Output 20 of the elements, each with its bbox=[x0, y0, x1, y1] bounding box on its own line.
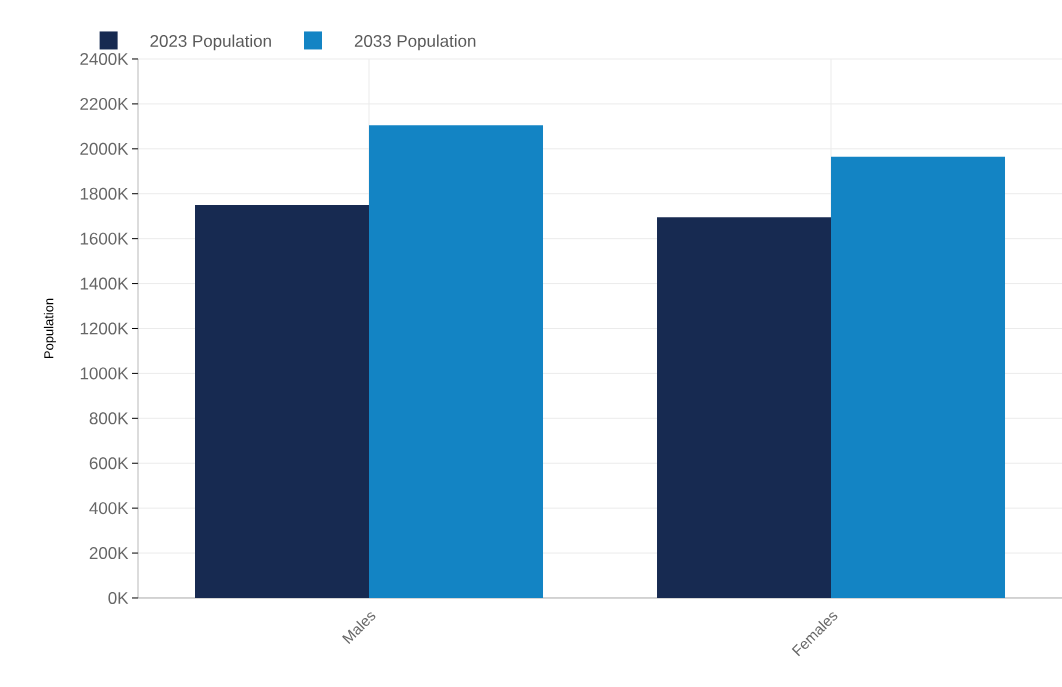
legend-label: 2033 Population bbox=[354, 34, 476, 51]
y-tick-label: 1000K bbox=[80, 367, 129, 380]
y-tick-label: 600K bbox=[89, 457, 129, 470]
bar bbox=[831, 156, 1006, 598]
y-tick-label: 1800K bbox=[80, 187, 129, 200]
bar bbox=[195, 204, 370, 598]
y-tick-label: 2400K bbox=[80, 52, 129, 65]
y-tick-label: 800K bbox=[89, 412, 129, 425]
y-tick-label: 1600K bbox=[80, 232, 129, 245]
y-tick-label: 2200K bbox=[80, 97, 129, 110]
y-tick-label: 1400K bbox=[80, 277, 129, 290]
y-tick-label: 0K bbox=[108, 591, 129, 604]
y-tick-label: 1200K bbox=[80, 322, 129, 335]
y-tick-label: 400K bbox=[89, 502, 129, 515]
y-tick-label: 2000K bbox=[80, 142, 129, 155]
y-tick-label: 200K bbox=[89, 547, 129, 560]
bar bbox=[657, 217, 832, 598]
y-axis-title: Population bbox=[43, 298, 56, 359]
bar bbox=[369, 125, 544, 598]
legend-label: 2023 Population bbox=[150, 34, 271, 51]
